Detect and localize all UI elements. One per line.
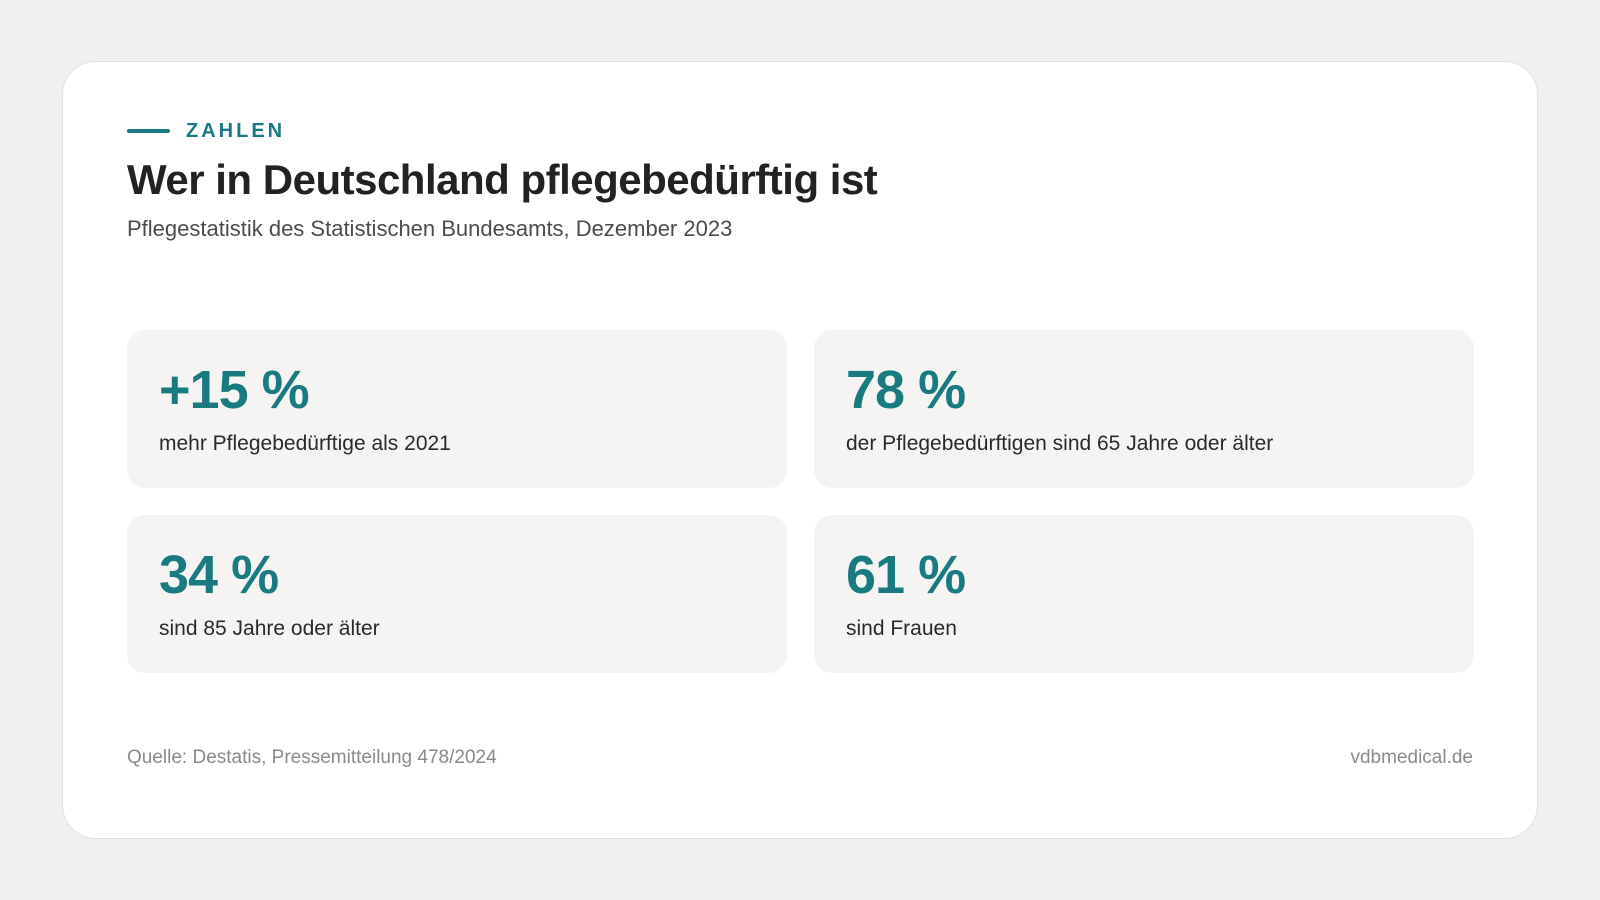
page-subtitle: Pflegestatistik des Statistischen Bundes… (127, 216, 733, 241)
stat-value: 34 % (159, 545, 279, 605)
stat-label: mehr Pflegebedürftige als 2021 (159, 432, 451, 455)
stat-label: sind Frauen (846, 617, 957, 640)
stat-tile-age-85: 34 % sind 85 Jahre oder älter (127, 515, 787, 673)
page-title: Wer in Deutschland pflegebedürftig ist (127, 156, 878, 203)
eyebrow-label: ZAHLEN (186, 120, 286, 142)
infographic-card: ZAHLEN Wer in Deutschland pflegebedürfti… (62, 61, 1538, 839)
stat-tile-age-65: 78 % der Pflegebedürftigen sind 65 Jahre… (814, 330, 1474, 488)
stat-value: 78 % (846, 360, 966, 420)
stat-value: 61 % (846, 545, 966, 605)
stat-label: der Pflegebedürftigen sind 65 Jahre oder… (846, 432, 1274, 455)
brand-link[interactable]: vdbmedical.de (1350, 747, 1473, 768)
source-note: Quelle: Destatis, Pressemitteilung 478/2… (127, 747, 497, 768)
stat-tile-women: 61 % sind Frauen (814, 515, 1474, 673)
stat-tile-growth: +15 % mehr Pflegebedürftige als 2021 (127, 330, 787, 488)
stats-grid: +15 % mehr Pflegebedürftige als 2021 78 … (127, 330, 1476, 673)
stat-label: sind 85 Jahre oder älter (159, 617, 380, 640)
eyebrow: ZAHLEN (127, 118, 285, 144)
eyebrow-accent-line (127, 129, 170, 133)
stat-value: +15 % (159, 360, 310, 420)
